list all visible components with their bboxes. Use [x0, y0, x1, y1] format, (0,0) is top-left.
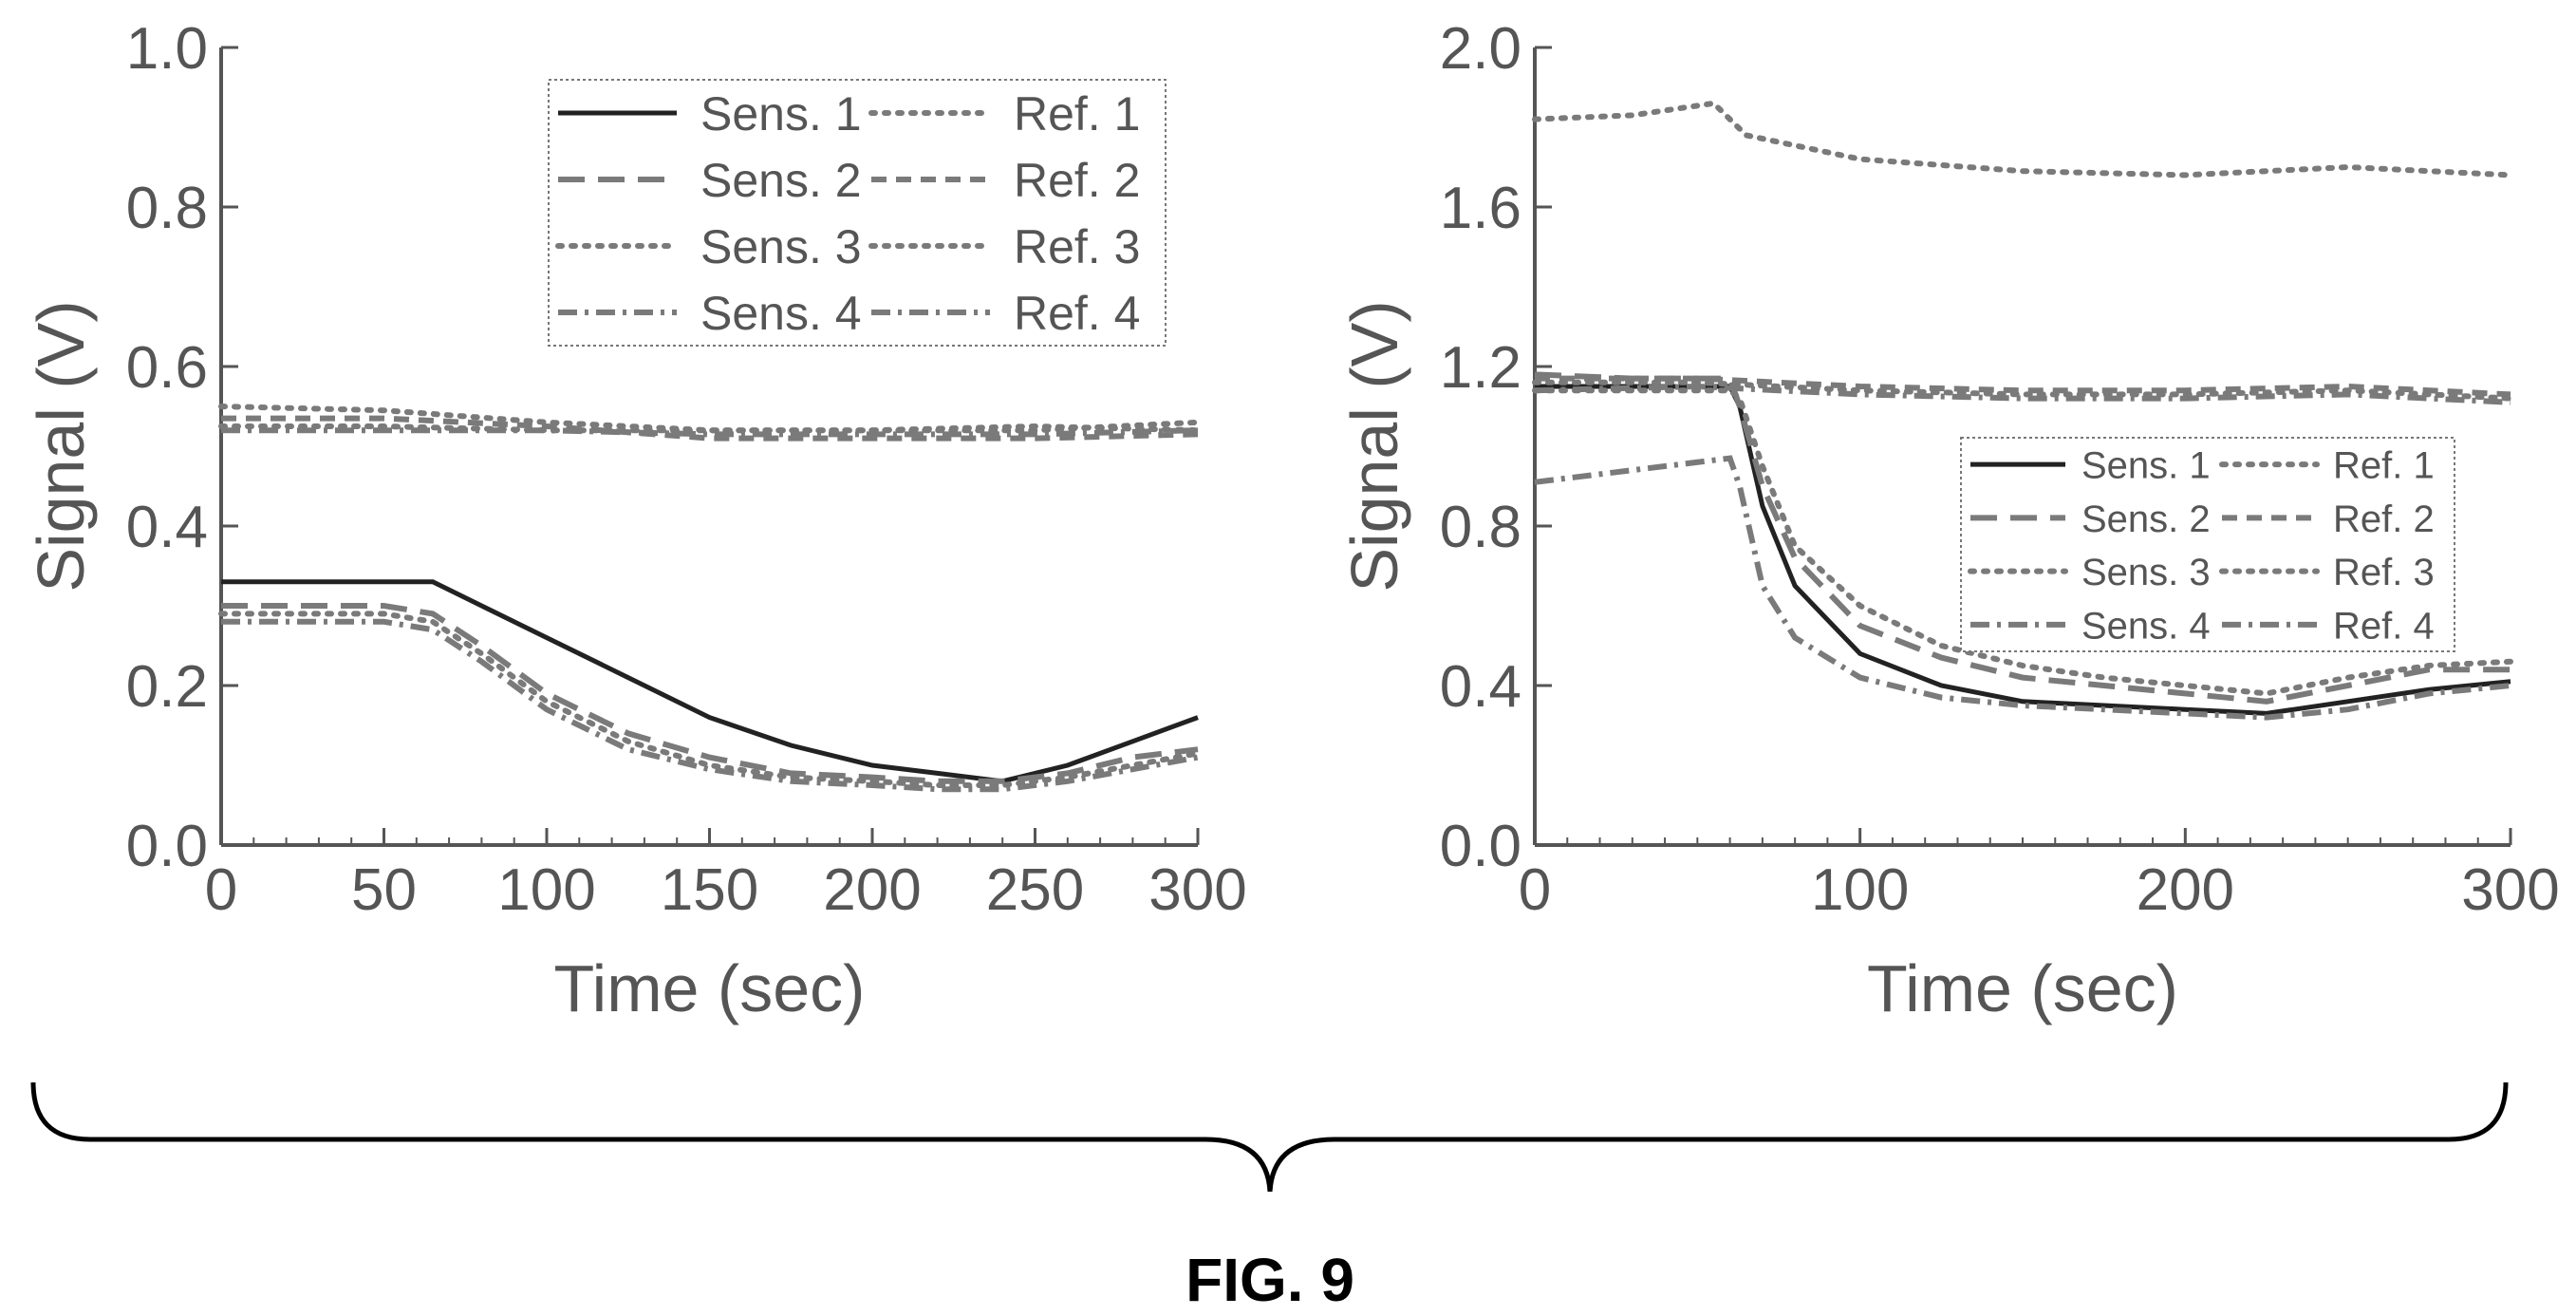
- left-x-tick-label: 100: [497, 857, 595, 923]
- left-y-tick-label: 0.0: [126, 814, 208, 879]
- right-series-sens-3: [1532, 387, 2513, 697]
- right-legend-label-sens-2: Sens. 2: [2081, 498, 2211, 540]
- right-legend-label-ref-1: Ref. 1: [2333, 445, 2435, 487]
- left-legend-label-sens-2: Sens. 2: [700, 154, 862, 207]
- left-series-sens-2: [221, 603, 1199, 784]
- right-legend-label-sens-1: Sens. 1: [2081, 445, 2211, 487]
- left-series-sens-3: [218, 611, 1201, 788]
- right-series-sens-4: [1534, 455, 2511, 721]
- right-x-tick-label: 200: [2137, 857, 2234, 923]
- right-x-tick-label: 100: [1811, 857, 1909, 923]
- right-series-ref-2: [1535, 375, 2511, 398]
- right-y-tick-label: 0.8: [1440, 495, 1521, 560]
- right-series-ref-4: [1534, 383, 2511, 405]
- right-legend-label-sens-3: Sens. 3: [2081, 552, 2211, 593]
- right-x-tick-label: 300: [2461, 857, 2559, 923]
- right-legend-label-ref-3: Ref. 3: [2333, 552, 2435, 593]
- left-y-tick-label: 1.0: [126, 16, 208, 82]
- left-series-ref-2: [221, 415, 1199, 442]
- left-series-ref-1: [218, 404, 1201, 434]
- right-y-tick-label: 0.4: [1440, 654, 1521, 720]
- chart-left: 0 50 100 150 200 250 300 0.0 0.2 0.4 0.6 0.8 1.0 Time…: [24, 16, 1247, 1025]
- left-legend-label-sens-4: Sens. 4: [700, 287, 862, 340]
- left-series-sens-1: [221, 579, 1199, 784]
- left-y-tick-label: 0.6: [126, 335, 208, 401]
- figure-brace: [30, 1081, 2509, 1193]
- left-y-tick-label: 0.2: [126, 654, 208, 720]
- right-legend-label-sens-4: Sens. 4: [2081, 605, 2211, 647]
- left-x-tick-label: 250: [986, 857, 1084, 923]
- left-x-tick-label: 300: [1148, 857, 1246, 923]
- right-y-tick-label: 1.6: [1440, 176, 1521, 241]
- left-x-tick-label: 0: [205, 857, 237, 923]
- right-legend-label-ref-4: Ref. 4: [2333, 605, 2435, 647]
- right-series-ref-1: [1532, 100, 2513, 179]
- left-legend-label-sens-1: Sens. 1: [700, 87, 862, 141]
- left-legend-box: [548, 79, 1167, 347]
- left-x-tick-label: 200: [823, 857, 921, 923]
- right-x-tick-label: 0: [1519, 857, 1551, 923]
- left-y-axis-label: Signal (V): [24, 300, 98, 592]
- left-x-axis-label: Time (sec): [554, 951, 866, 1025]
- left-legend-label-ref-1: Ref. 1: [1014, 87, 1140, 141]
- left-legend-label-ref-3: Ref. 3: [1014, 220, 1140, 273]
- right-y-tick-label: 2.0: [1440, 16, 1521, 82]
- right-y-tick-label: 0.0: [1440, 814, 1521, 879]
- right-y-axis-label: Signal (V): [1337, 300, 1411, 592]
- right-x-axis-label: Time (sec): [1867, 951, 2178, 1025]
- left-legend-label-ref-2: Ref. 2: [1014, 154, 1140, 207]
- left-x-tick-label: 150: [661, 857, 758, 923]
- figure-caption: FIG. 9: [1185, 1246, 1354, 1314]
- left-series-ref-4: [221, 427, 1199, 438]
- left-legend-label-ref-4: Ref. 4: [1014, 287, 1140, 340]
- left-legend-label-sens-3: Sens. 3: [700, 220, 862, 273]
- right-legend-box: [1960, 437, 2455, 652]
- right-series-ref-3: [1532, 379, 2513, 402]
- right-y-tick-label: 1.2: [1440, 335, 1521, 401]
- chart-right: 0 100 200 300 0.0 0.4 0.8 1.2 1.6 2.0 Time (sec) Si…: [1337, 16, 2560, 1025]
- left-y-tick-label: 0.8: [126, 176, 208, 241]
- left-series-ref-3: [218, 423, 1201, 434]
- left-x-tick-label: 50: [351, 857, 417, 923]
- right-legend-label-ref-2: Ref. 2: [2333, 498, 2435, 540]
- left-y-tick-label: 0.4: [126, 495, 208, 560]
- left-series-sens-4: [221, 618, 1199, 793]
